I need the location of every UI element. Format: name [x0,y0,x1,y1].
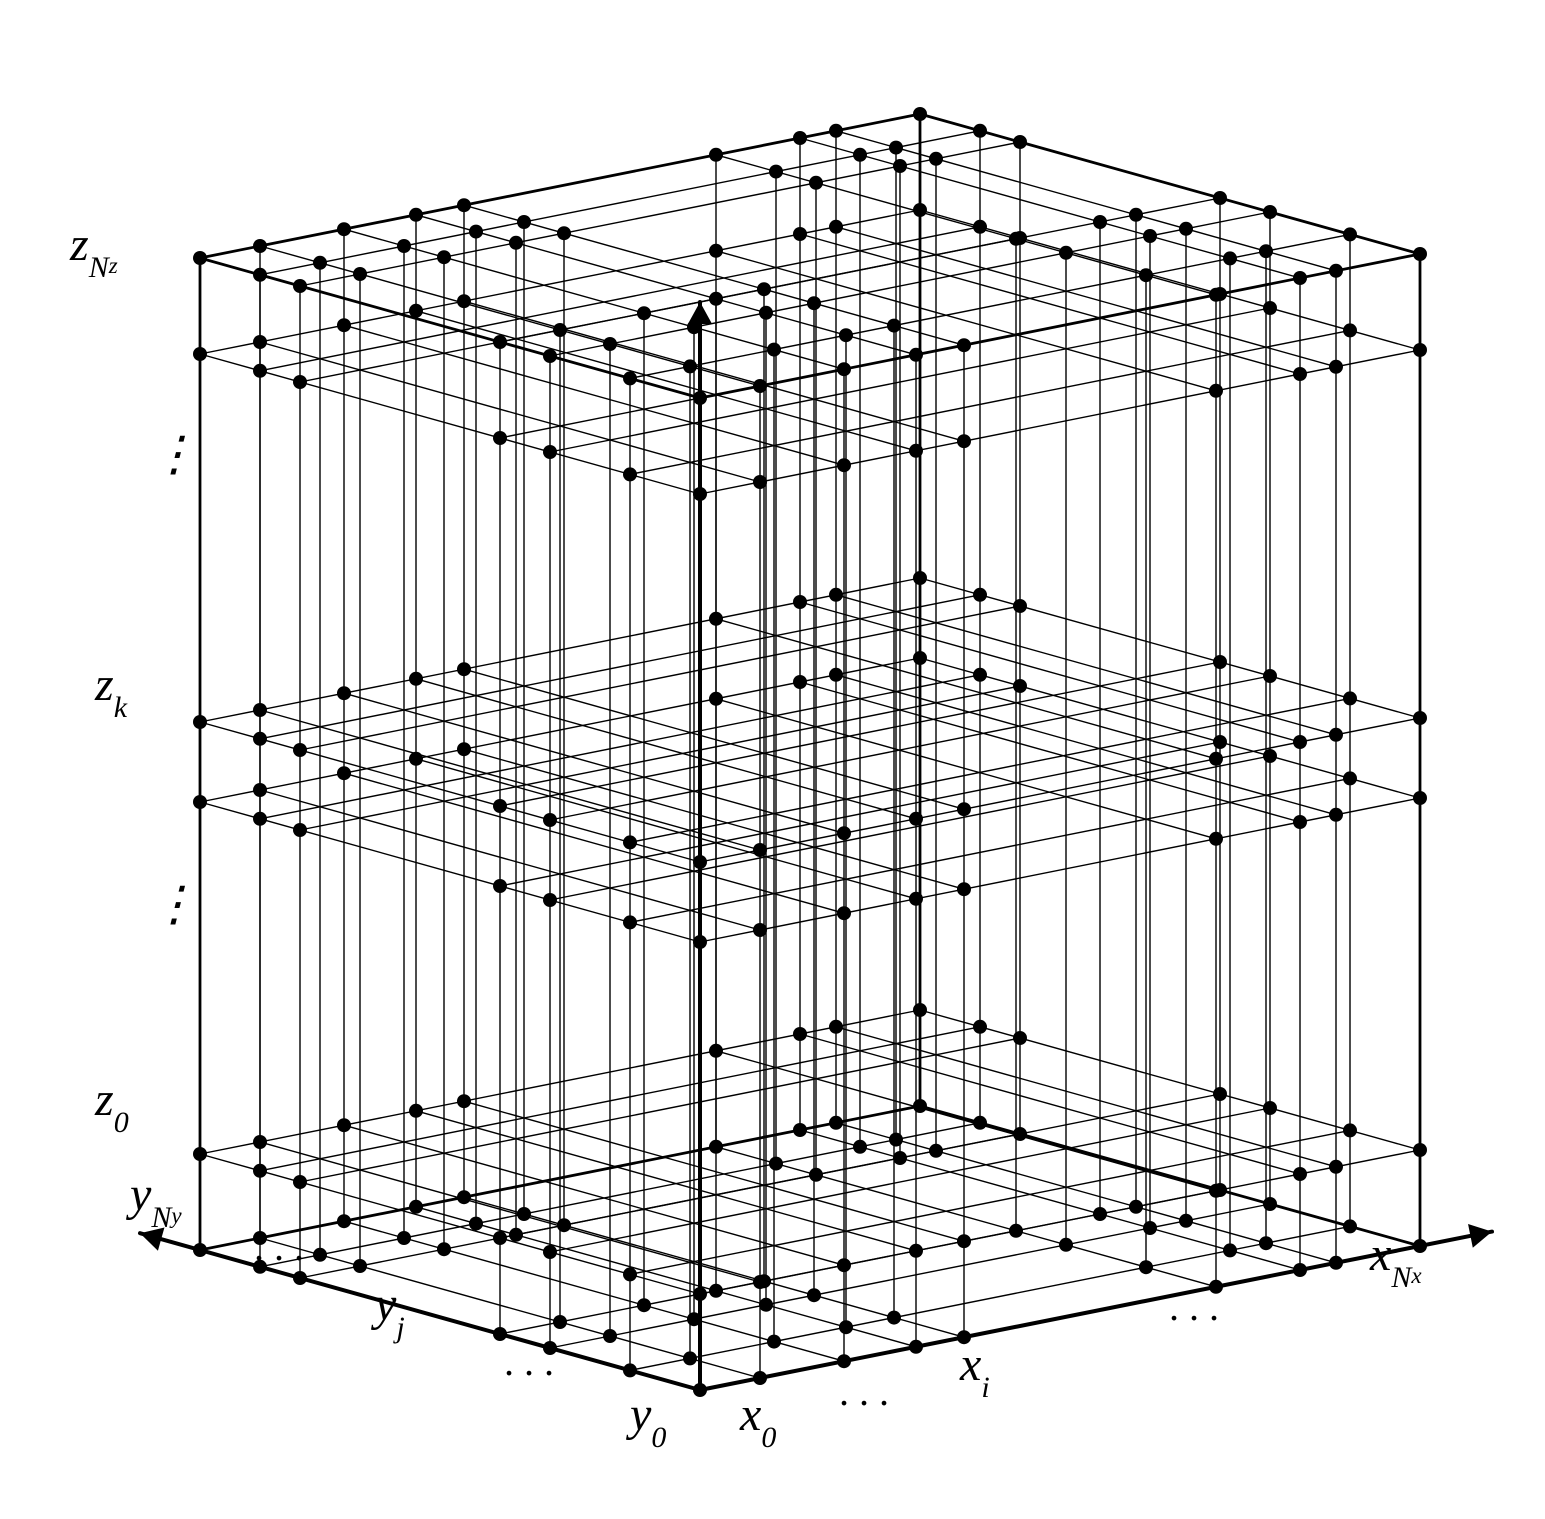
grid-3d-diagram: x0xixNxy0yjyNyz0zkzNz. . .. . .. . .. . … [0,0,1545,1519]
label-y-dots-2: . . . [255,1224,305,1269]
label-yNy: yNy [125,1168,182,1234]
label-y-dots-1: . . . [505,1339,555,1384]
label-z-dots-2: ⋮ [150,428,198,481]
label-xi: xi [959,1338,990,1404]
label-z0: z0 [94,1073,129,1139]
label-x-dots-2: . . . [1170,1284,1220,1329]
label-zNz: zNz [69,218,118,284]
label-zk: zk [94,658,128,724]
label-z-dots-1: ⋮ [150,878,198,931]
label-yj: yj [370,1278,405,1344]
label-x0: x0 [739,1388,776,1454]
label-x-dots-1: . . . [840,1369,890,1414]
label-y0: y0 [625,1388,666,1454]
